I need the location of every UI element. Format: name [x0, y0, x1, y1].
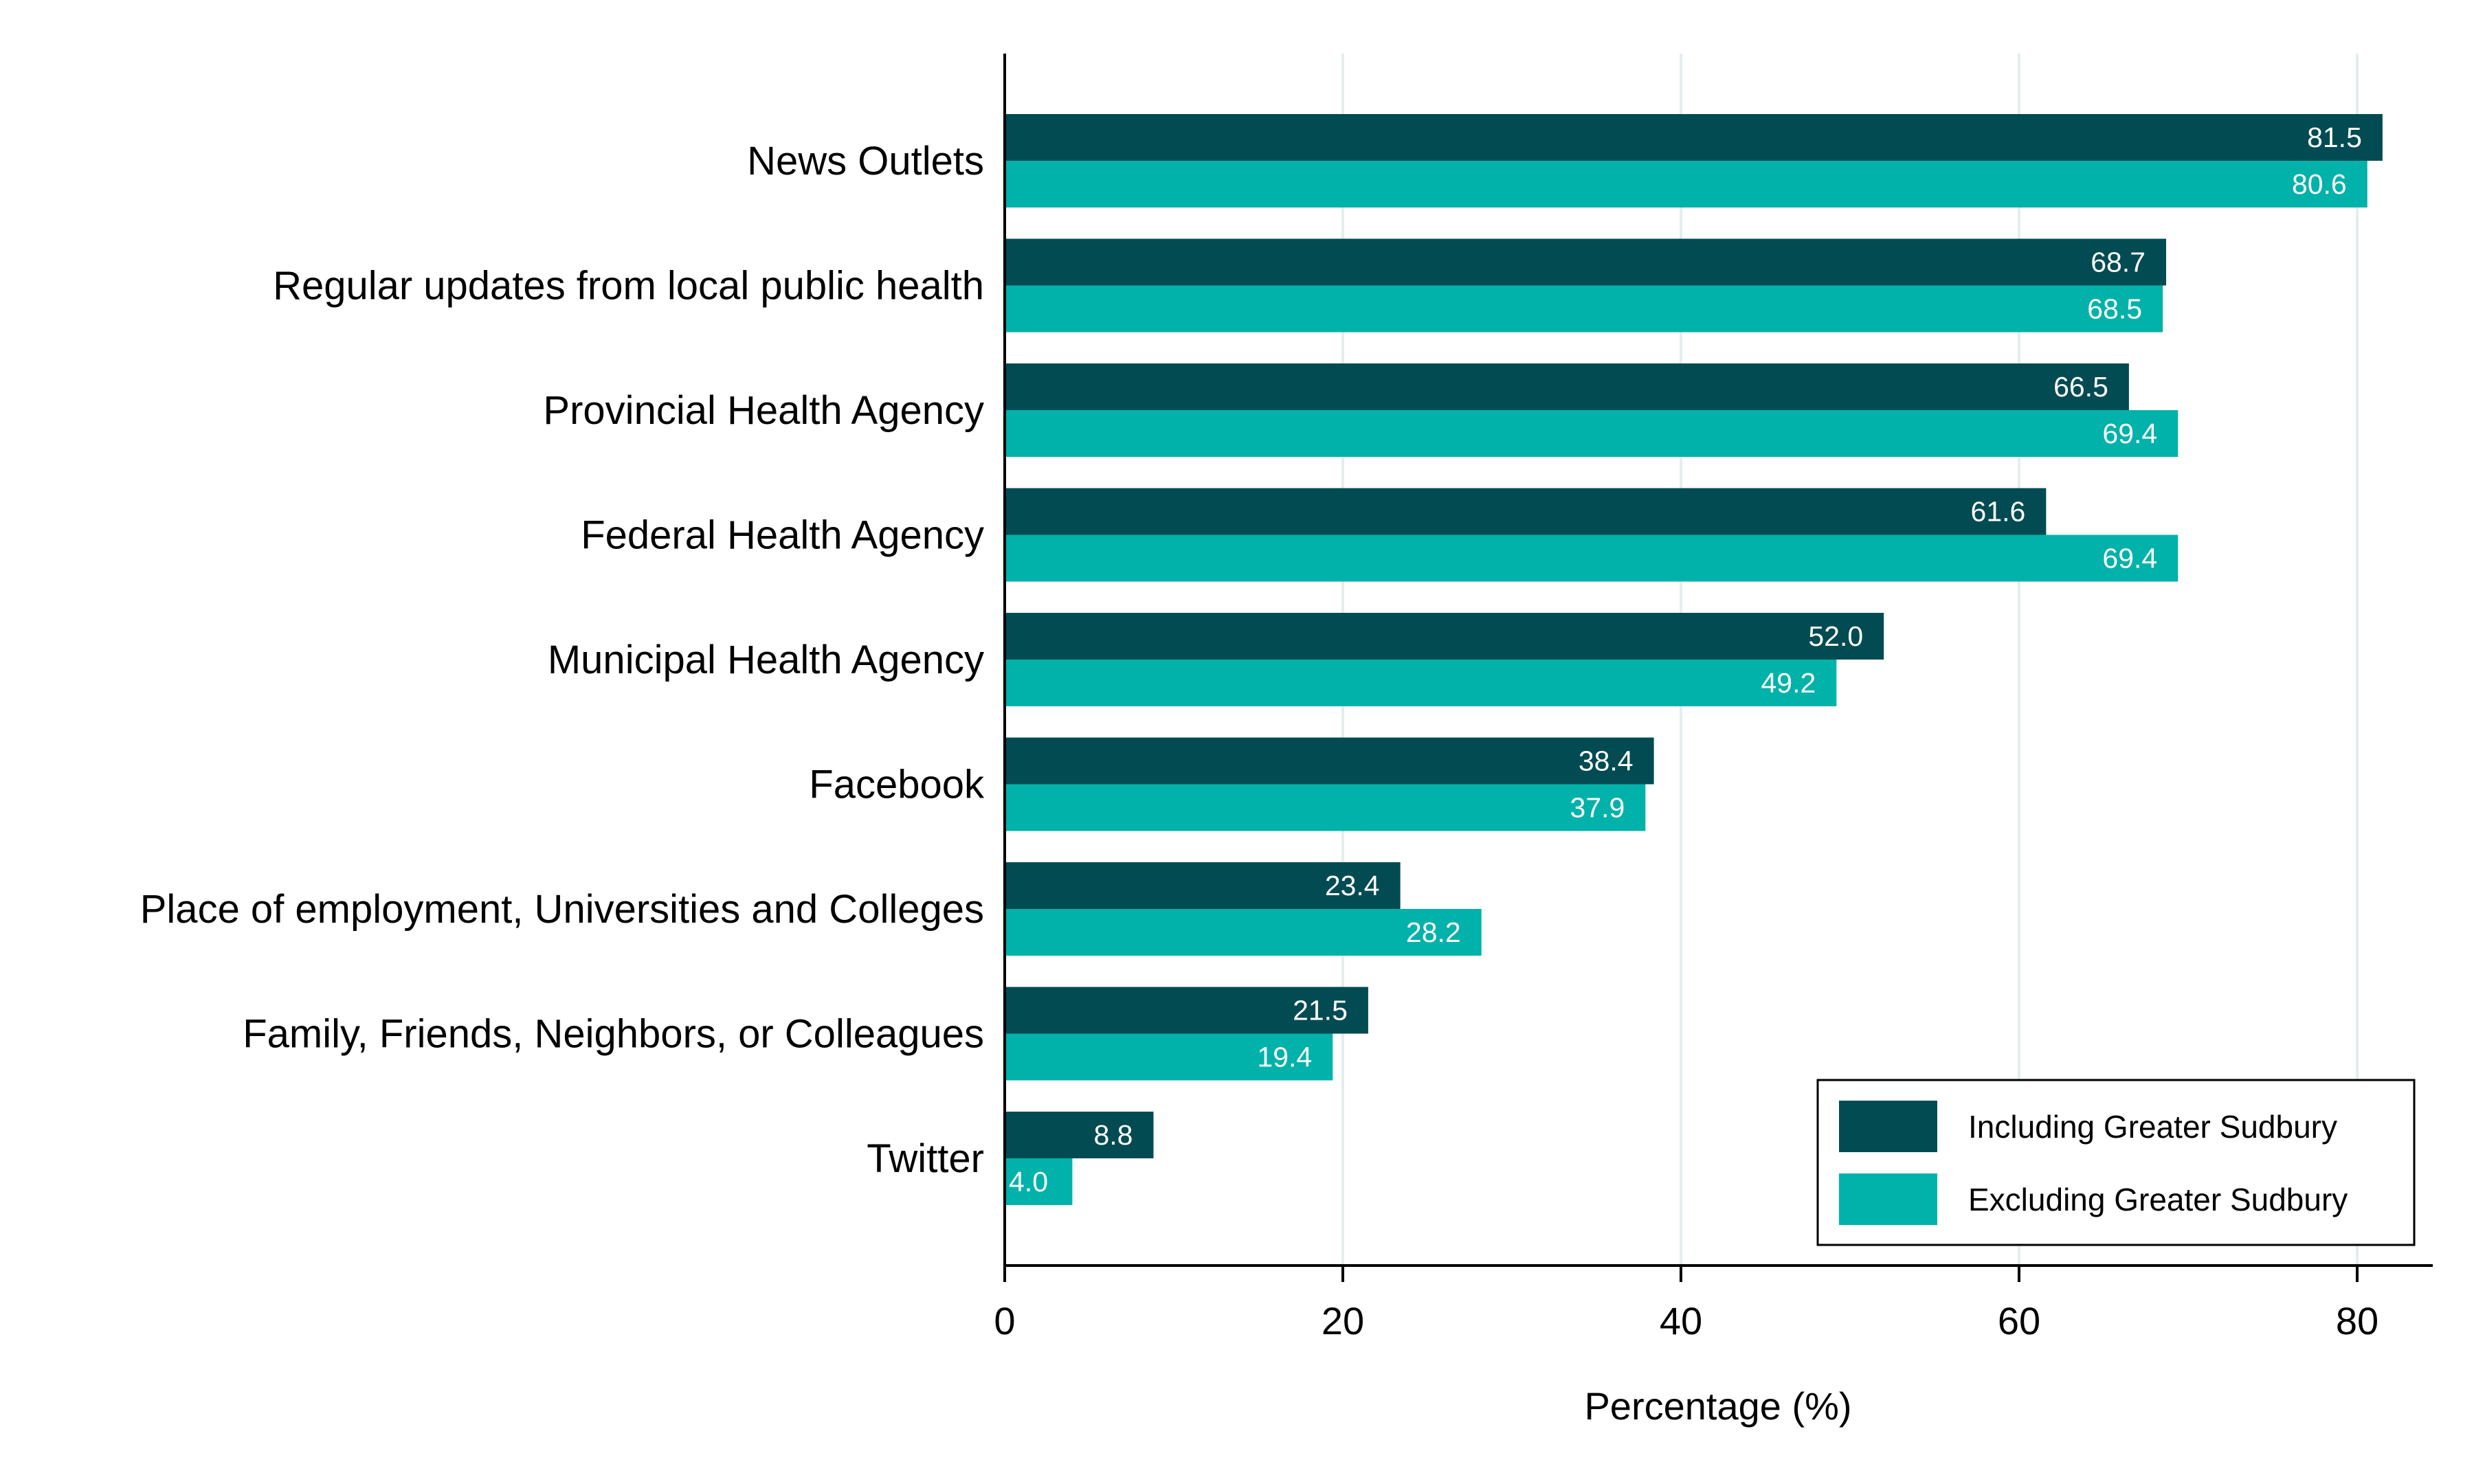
bar-family-friends-neighbors-or-colleagues-including — [1005, 987, 1368, 1034]
data-label-provincial-health-agency-including: 66.5 — [2053, 371, 2108, 403]
x-tick-label-0: 0 — [994, 1299, 1015, 1342]
category-label-municipal-health-agency: Municipal Health Agency — [548, 638, 984, 682]
bar-regular-updates-from-local-public-health-including — [1005, 238, 2167, 286]
data-label-twitter-including: 8.8 — [1093, 1119, 1133, 1151]
legend: Including Greater Sudbury Excluding Grea… — [1816, 1079, 2416, 1246]
data-label-federal-health-agency-excluding: 69.4 — [2102, 543, 2157, 574]
bar-municipal-health-agency-including — [1005, 613, 1884, 660]
bar-place-of-employment-universities-and-colleges-including — [1005, 862, 1401, 909]
axes: 0 20 40 60 80 — [994, 54, 2433, 1342]
bar-regular-updates-from-local-public-health-excluding — [1005, 285, 2163, 333]
x-tick-label-60: 60 — [1998, 1299, 2040, 1342]
data-labels: 81.5 80.6 68.7 68.5 66.5 69.4 61.6 69.4 52.0 49.2… — [1009, 122, 2362, 1198]
data-label-regular-updates-from-local-public-health-including: 68.7 — [2091, 247, 2146, 278]
data-label-twitter-excluding: 4.0 — [1009, 1166, 1048, 1198]
data-label-family-friends-neighbors-or-colleagues-excluding: 19.4 — [1257, 1042, 1312, 1073]
data-label-place-of-employment-universities-and-colleges-excluding: 28.2 — [1406, 917, 1461, 948]
bars — [1005, 114, 2383, 1205]
legend-swatch-including — [1839, 1101, 1937, 1152]
legend-label-excluding: Excluding Greater Sudbury — [1968, 1182, 2348, 1217]
category-label-family-friends-neighbors-or-colleagues: Family, Friends, Neighbors, or Colleague… — [243, 1012, 984, 1057]
category-label-provincial-health-agency: Provincial Health Agency — [543, 388, 984, 433]
legend-swatch-excluding — [1839, 1173, 1937, 1225]
x-tick-label-40: 40 — [1660, 1299, 1702, 1342]
x-tick-label-20: 20 — [1322, 1299, 1364, 1342]
data-label-provincial-health-agency-excluding: 69.4 — [2102, 418, 2157, 449]
bar-news-outlets-including — [1005, 114, 2383, 161]
bar-facebook-including — [1005, 737, 1654, 785]
category-labels: News Outlets Regular updates from local p… — [140, 139, 985, 1181]
category-label-place-of-employment-universities-and-colleges: Place of employment, Universities and Co… — [140, 887, 984, 932]
data-label-family-friends-neighbors-or-colleagues-including: 21.5 — [1293, 995, 1348, 1026]
category-label-twitter: Twitter — [867, 1136, 984, 1181]
bar-twitter-including — [1005, 1112, 1154, 1158]
x-axis-title: Percentage (%) — [1584, 1384, 1851, 1428]
bar-provincial-health-agency-including — [1005, 363, 2129, 410]
category-label-federal-health-agency: Federal Health Agency — [581, 513, 984, 558]
legend-label-including: Including Greater Sudbury — [1968, 1109, 2337, 1145]
bar-twitter-excluding — [1005, 1158, 1073, 1205]
data-label-place-of-employment-universities-and-colleges-including: 23.4 — [1325, 870, 1380, 901]
x-tick-label-80: 80 — [2336, 1299, 2378, 1342]
data-label-facebook-excluding: 37.9 — [1570, 792, 1625, 824]
category-label-facebook: Facebook — [809, 763, 985, 807]
data-label-municipal-health-agency-excluding: 49.2 — [1761, 667, 1816, 699]
data-label-facebook-including: 38.4 — [1579, 745, 1634, 777]
bar-place-of-employment-universities-and-colleges-excluding — [1005, 909, 1482, 956]
bar-municipal-health-agency-excluding — [1005, 660, 1837, 706]
bar-facebook-excluding — [1005, 784, 1646, 831]
category-label-news-outlets: News Outlets — [747, 139, 984, 183]
data-label-news-outlets-excluding: 80.6 — [2292, 168, 2347, 200]
bar-provincial-health-agency-excluding — [1005, 410, 2178, 457]
data-label-federal-health-agency-including: 61.6 — [1971, 496, 2026, 528]
bar-family-friends-neighbors-or-colleagues-excluding — [1005, 1033, 1333, 1081]
bar-news-outlets-excluding — [1005, 161, 2367, 207]
data-label-municipal-health-agency-including: 52.0 — [1808, 620, 1863, 652]
data-label-regular-updates-from-local-public-health-excluding: 68.5 — [2087, 293, 2142, 325]
bar-federal-health-agency-excluding — [1005, 535, 2178, 582]
bar-federal-health-agency-including — [1005, 488, 2047, 535]
category-label-regular-updates-from-local-public-health: Regular updates from local public health — [273, 264, 984, 308]
data-label-news-outlets-including: 81.5 — [2307, 122, 2362, 153]
